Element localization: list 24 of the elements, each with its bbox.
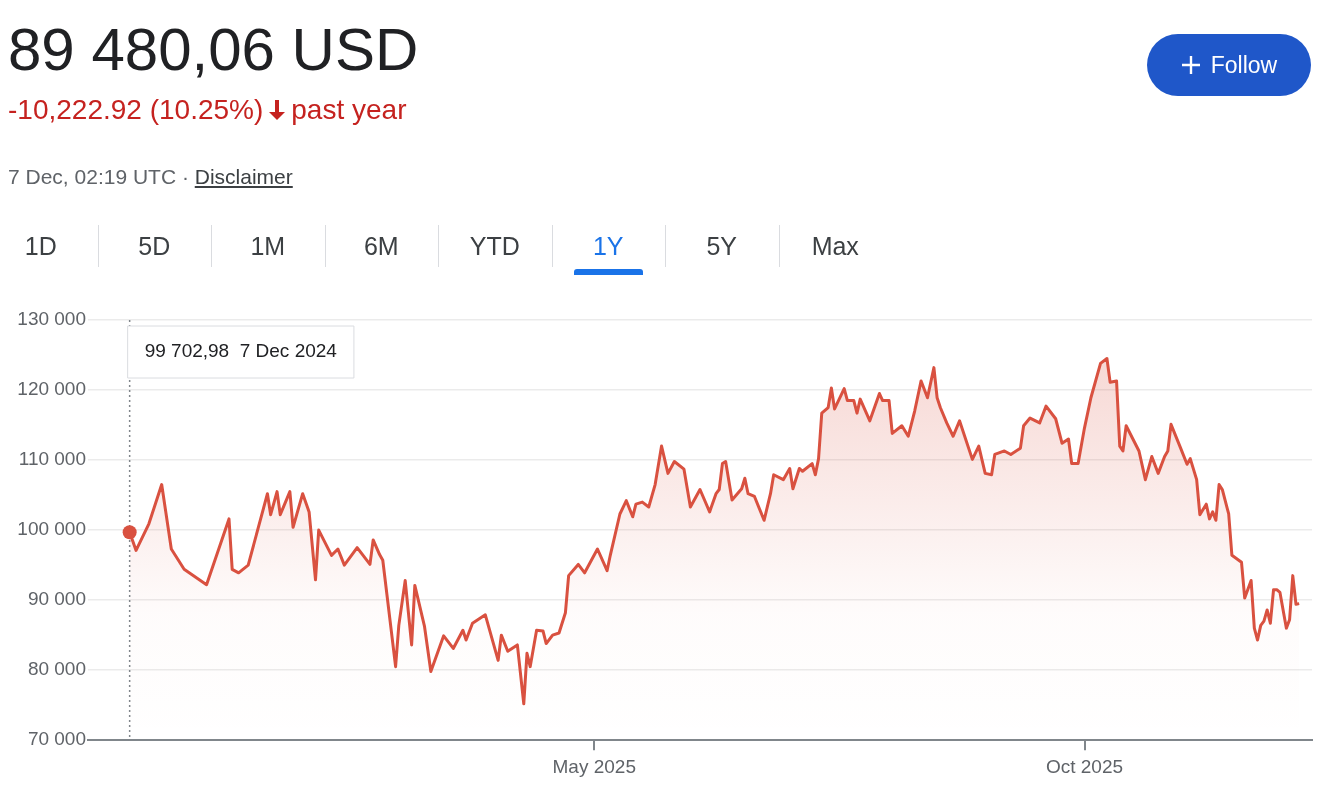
y-tick-label: 110 000 <box>18 448 86 470</box>
text: Max <box>810 231 860 262</box>
text: 1Y <box>591 231 625 262</box>
text: 7 Dec, 02:19 UTC · <box>8 165 189 188</box>
x-tick-label: May 2025 <box>552 755 636 777</box>
y-tick-label: 120 000 <box>17 378 86 400</box>
chart-subtitle: -10,222.92 (10.25%) <box>8 94 264 126</box>
text: 5D <box>137 231 172 262</box>
chart-title: 89 480,06 USD <box>8 15 419 85</box>
text: 5Y <box>705 231 739 262</box>
text: past year <box>291 94 407 126</box>
x-tick-label: Oct 2025 <box>1045 755 1124 777</box>
text: YTD <box>468 231 521 262</box>
y-tick-label: 130 000 <box>17 308 86 330</box>
text: 1M <box>249 231 287 262</box>
y-tick-label: 90 000 <box>27 588 86 610</box>
annotation: 99 702,98 7 Dec 2024 <box>144 340 338 362</box>
text: 6M <box>362 231 400 262</box>
y-tick-label: 70 000 <box>27 728 86 750</box>
text: Disclaimer <box>194 165 293 188</box>
text: 1D <box>23 231 58 262</box>
y-tick-label: 80 000 <box>27 658 86 680</box>
text: Follow <box>1210 51 1278 79</box>
y-tick-label: 100 000 <box>17 518 86 540</box>
